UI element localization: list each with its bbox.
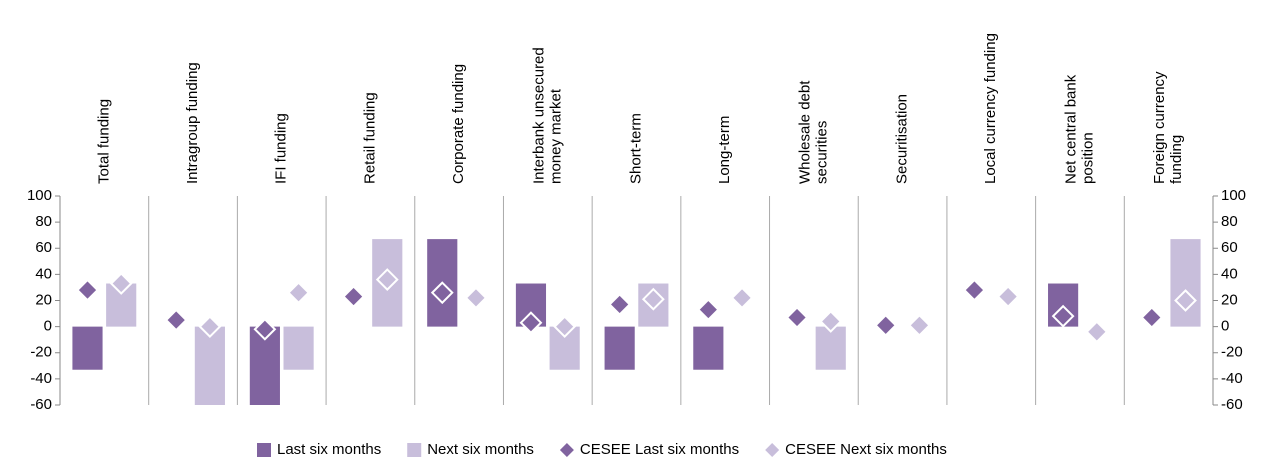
x-tick-label: money market: [547, 88, 564, 184]
diamond-marker: [785, 306, 809, 329]
diamond-marker: [1140, 306, 1164, 329]
bar: [815, 326, 846, 370]
x-tick-label: Short-term: [627, 113, 644, 184]
diamond-marker: [464, 286, 488, 310]
diamond-marker: [342, 285, 365, 308]
y2-tick-label: -20: [1221, 344, 1243, 361]
diamond-marker: [253, 317, 277, 341]
legend-label: Next six months: [427, 441, 534, 458]
x-tick-label: Wholesale debt: [796, 80, 813, 184]
x-tick-label: Total funding: [95, 99, 112, 184]
legend-label: CESEE Last six months: [580, 441, 739, 458]
diamond-marker: [519, 311, 543, 335]
bar: [693, 326, 724, 370]
y2-tick-label: -60: [1221, 396, 1243, 413]
y-tick-label: 0: [44, 318, 52, 335]
y2-tick-label: -40: [1221, 370, 1243, 387]
legend-swatch: [559, 443, 574, 457]
diamond-marker: [963, 278, 986, 302]
diamond-marker: [608, 293, 632, 316]
legend-swatch: [407, 443, 422, 457]
bar: [1170, 239, 1201, 327]
diamond-marker: [76, 278, 99, 302]
y-tick-label: 80: [35, 213, 52, 230]
diamond-marker: [1174, 289, 1197, 312]
x-tick-label: Foreign currency: [1151, 71, 1168, 184]
x-tick-label: Securitisation: [894, 94, 911, 184]
y-tick-label: 100: [27, 187, 52, 204]
y2-tick-label: 60: [1221, 239, 1238, 256]
x-tick-label: funding: [1168, 135, 1185, 184]
diamond-marker: [430, 281, 454, 305]
diamond-marker: [819, 309, 843, 333]
diamond-marker: [696, 298, 720, 322]
diamond-marker: [1085, 320, 1109, 344]
diamond-marker: [375, 268, 399, 292]
y2-tick-label: 0: [1221, 318, 1229, 335]
y2-tick-label: 80: [1221, 213, 1238, 230]
diamond-marker: [641, 287, 665, 311]
x-tick-label: Local currency funding: [982, 33, 999, 184]
diamond-marker: [996, 285, 1020, 308]
legend-label: Last six months: [277, 441, 381, 458]
x-tick-label: IFI funding: [273, 113, 290, 184]
y-tick-label: -20: [30, 344, 52, 361]
y2-tick-label: 20: [1221, 291, 1238, 308]
x-tick-label: securities: [813, 121, 830, 184]
bar: [194, 326, 225, 405]
diamond-marker: [164, 308, 188, 332]
diamond-marker: [1051, 304, 1075, 328]
y-tick-label: 60: [35, 239, 52, 256]
y-tick-label: 20: [35, 291, 52, 308]
diamond-marker: [908, 313, 931, 337]
bar: [604, 326, 635, 370]
legend-swatch: [765, 443, 780, 457]
x-tick-label: Intragroup funding: [184, 62, 201, 184]
bar: [283, 326, 314, 370]
x-tick-label: Corporate funding: [450, 64, 467, 184]
legend-swatch: [257, 443, 271, 457]
diamond-marker: [109, 272, 133, 295]
y-tick-label: -60: [30, 396, 52, 413]
y-tick-label: -40: [30, 370, 52, 387]
diamond-marker: [287, 281, 310, 305]
diamond-marker: [198, 315, 222, 339]
bar: [72, 326, 103, 370]
diamond-marker: [730, 286, 754, 310]
legend-label: CESEE Next six months: [785, 441, 947, 458]
y-tick-label: 40: [35, 265, 52, 282]
y2-tick-label: 100: [1221, 187, 1246, 204]
diamond-marker: [874, 313, 898, 337]
y2-tick-label: 40: [1221, 265, 1238, 282]
x-tick-label: Interbank unsecured: [530, 47, 547, 184]
diamond-marker: [553, 315, 577, 339]
x-tick-label: Net central bank: [1062, 74, 1079, 184]
x-tick-label: Retail funding: [361, 92, 378, 184]
plot-area: [72, 239, 1201, 405]
x-tick-label: position: [1079, 132, 1096, 184]
x-tick-label: Long-term: [716, 116, 733, 184]
